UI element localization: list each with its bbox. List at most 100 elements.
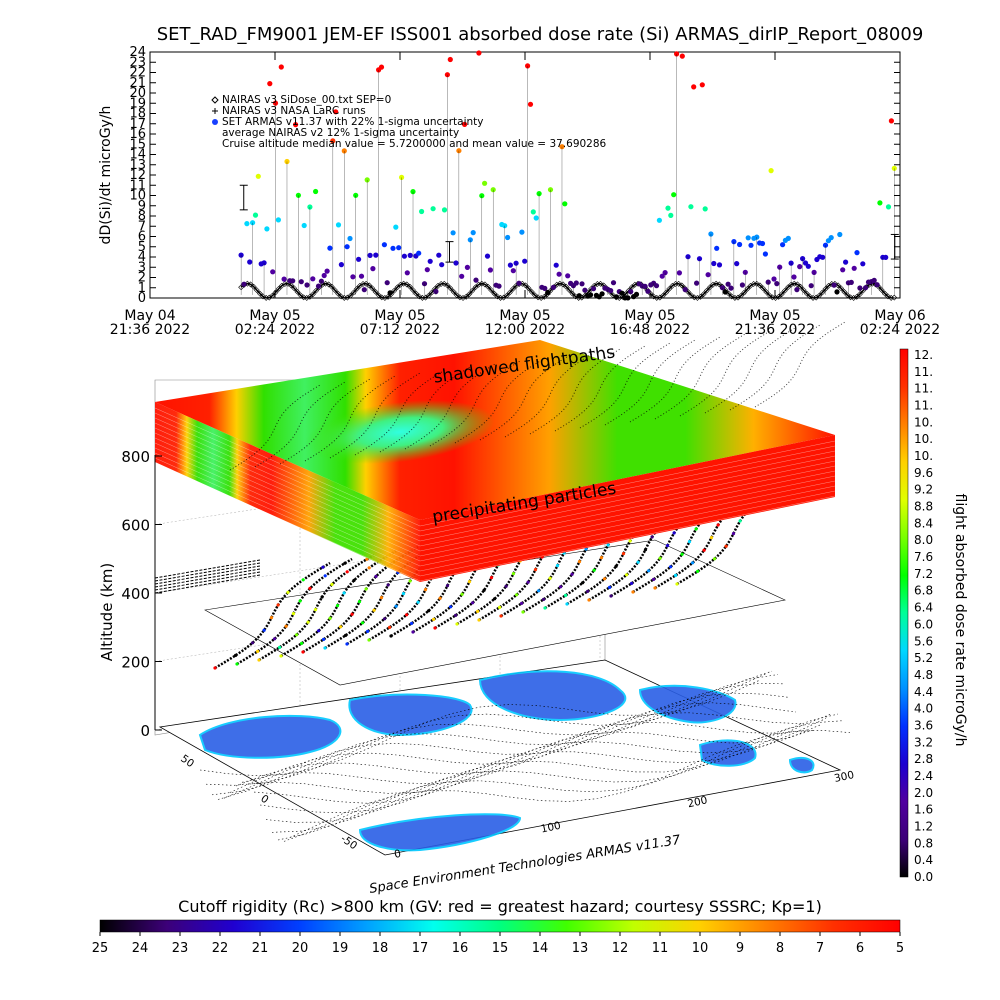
measurement-point xyxy=(682,287,688,293)
model-point xyxy=(335,290,341,297)
model-point xyxy=(494,293,501,300)
measurement-point xyxy=(562,201,568,207)
model-point xyxy=(441,280,448,287)
model-point xyxy=(553,281,560,288)
armas-measurement-series xyxy=(238,50,897,301)
model-point xyxy=(697,293,704,300)
measurement-point xyxy=(241,281,247,287)
orbit-wave-point xyxy=(405,613,409,617)
orbit-wave-point xyxy=(460,592,464,596)
model-point xyxy=(510,285,516,292)
measurement-point xyxy=(250,220,256,226)
model-point xyxy=(466,291,473,298)
orbit-wave-line xyxy=(434,521,551,630)
measurement-point xyxy=(711,260,717,267)
measurement-point xyxy=(255,173,261,179)
orbit-wave-point xyxy=(471,601,475,605)
y-tick-label: 12 xyxy=(129,168,146,183)
measurement-point xyxy=(696,256,703,262)
orbit-wave-point xyxy=(330,582,334,587)
cutoff-rigidity-tick-label: 24 xyxy=(132,941,149,956)
orbit-wave-point xyxy=(213,666,217,670)
measurement-point xyxy=(854,250,860,256)
measurement-point xyxy=(765,279,771,285)
continent-shape xyxy=(348,693,473,737)
measurement-point xyxy=(530,209,536,215)
hazard-layer-stripe xyxy=(419,490,836,577)
orbit-wave-point xyxy=(584,547,588,551)
hazard-layer-flightpath xyxy=(629,336,721,423)
measurement-point xyxy=(656,217,663,223)
dose-rate-colorbar-tick: 2.4 xyxy=(914,769,933,783)
orbit-wave-point xyxy=(286,590,290,595)
y-tick-label: 3 xyxy=(138,260,146,275)
measurement-point xyxy=(404,270,410,276)
orbit-wave-point xyxy=(251,641,255,645)
measurement-point xyxy=(674,51,680,57)
measurement-point xyxy=(748,242,754,248)
hazard-layer-stripe xyxy=(154,437,421,557)
uncertainty-error-bars xyxy=(239,184,899,263)
dose-rate-colorbar-tick: 4.8 xyxy=(914,668,933,682)
orbit-wave-point xyxy=(658,556,662,560)
cutoff-rigidity-tick-label: 12 xyxy=(612,941,629,956)
model-point xyxy=(785,284,791,291)
orbit-wave-point xyxy=(401,592,406,596)
orbit-wave-point xyxy=(621,552,626,556)
orbit-wave-point xyxy=(269,616,274,620)
orbit-wave-point xyxy=(731,532,736,536)
measurement-point xyxy=(694,280,700,286)
legend-entry: average NAIRAS v2 12% 1-sigma uncertaint… xyxy=(222,127,459,139)
model-point xyxy=(775,293,782,300)
model-point xyxy=(328,283,335,290)
orbit-wave-point xyxy=(504,584,508,588)
model-point xyxy=(560,281,566,288)
model-point xyxy=(856,291,863,298)
hazard-layer-flightpath xyxy=(479,354,571,441)
model-point xyxy=(797,283,804,290)
measurement-point xyxy=(399,174,405,180)
measurement-point xyxy=(487,267,493,273)
model-point xyxy=(678,282,685,289)
y-tick-label: 2 xyxy=(138,271,146,286)
measurement-point xyxy=(863,285,869,291)
three-d-altitude-scene: shadowed flightpaths precipitating parti… xyxy=(98,321,855,897)
orbit-wave-point xyxy=(587,598,591,602)
dose-rate-colorbar-tick: 6.4 xyxy=(914,601,933,615)
orbit-wave-point xyxy=(445,584,450,588)
orbit-wave-line xyxy=(566,497,683,606)
y-tick-label: 20 xyxy=(129,86,146,101)
measurement-point xyxy=(542,285,548,291)
orbit-wave-point xyxy=(609,594,613,598)
orbit-wave-point xyxy=(411,630,415,634)
hazard-layer-flightpath xyxy=(679,330,771,417)
orbit-wave-point xyxy=(669,565,673,569)
orbit-wave-point xyxy=(350,612,354,616)
orbit-wave-point xyxy=(335,604,340,608)
cutoff-rigidity-tick-label: 19 xyxy=(332,941,349,956)
hazard-layer-stripe xyxy=(154,447,421,567)
hazard-layer-flightpath xyxy=(354,369,446,456)
measurement-point xyxy=(318,278,324,284)
measurement-point xyxy=(275,217,281,223)
orbit-wave-point xyxy=(313,608,318,612)
orbit-wave-line xyxy=(368,533,485,642)
latitude-tick-label: 0 xyxy=(258,793,270,807)
timeseries-y-axis-label: dD(Si)/dt microGy/h xyxy=(98,106,114,245)
measurement-point xyxy=(335,222,342,228)
ground-track-line xyxy=(241,712,803,784)
model-point xyxy=(653,294,660,301)
orbit-wave-point xyxy=(614,564,618,568)
orbit-wave-point xyxy=(489,576,494,580)
measurement-point xyxy=(610,280,617,286)
measurement-point xyxy=(364,177,370,183)
measurement-point xyxy=(361,287,367,293)
measurement-point xyxy=(304,282,310,288)
y-tick-label: 9 xyxy=(138,199,146,214)
model-point xyxy=(772,295,779,301)
orbit-wave-point xyxy=(555,564,560,568)
measurement-point xyxy=(851,265,857,271)
orbit-wave-point xyxy=(408,579,412,583)
